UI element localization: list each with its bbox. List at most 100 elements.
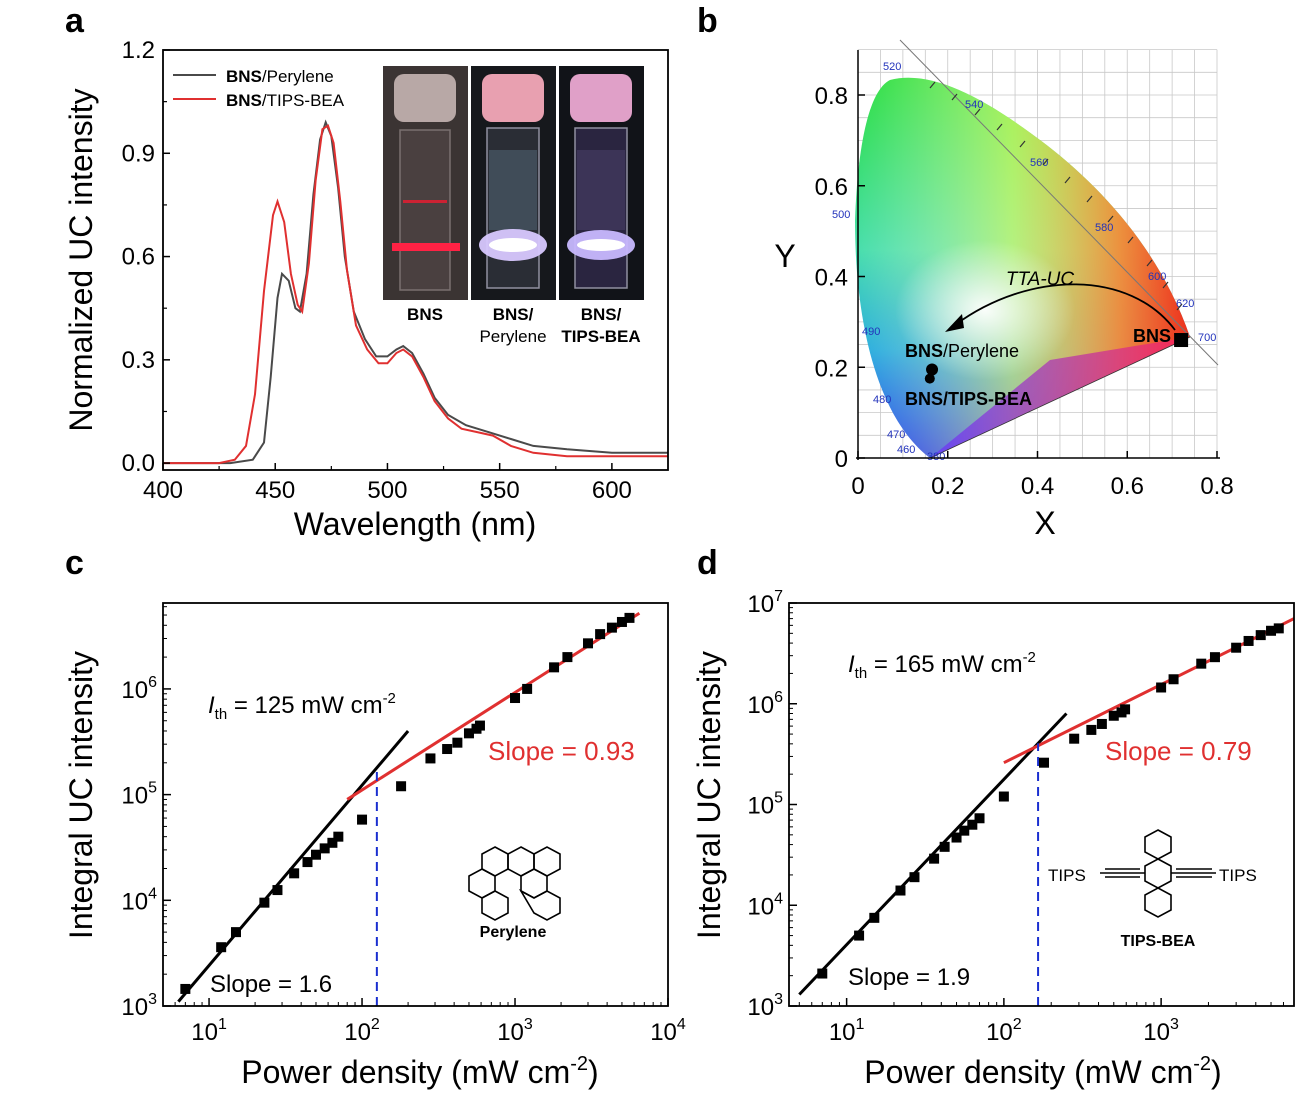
data-point-d-8	[959, 825, 970, 836]
slope-label-d-black: Slope = 1.9	[848, 964, 970, 991]
data-point-c-14	[442, 744, 453, 755]
x-tick-label-b-1: 0.2	[931, 473, 964, 500]
x-tick-label-c-2-base: 10	[497, 1019, 524, 1046]
data-point-d-2	[869, 912, 880, 923]
y-tick-label-c-0-base: 10	[121, 994, 148, 1021]
locus-tick-5	[1042, 158, 1049, 166]
vial-photo-bns	[383, 66, 468, 300]
data-point-c-11	[357, 814, 368, 825]
data-point-c-9	[327, 837, 338, 848]
data-point-d-16	[1108, 710, 1119, 721]
y-tick-label-d-4-exp: 7	[774, 588, 783, 605]
panel-letter-a: a	[65, 2, 85, 40]
cie-diagonal	[899, 39, 1219, 366]
panel-letter-b: b	[697, 2, 718, 40]
ylabel-c: Integral UC intensity	[63, 651, 99, 939]
locus-ticks	[929, 81, 1183, 311]
molecule-label-tipsbea: TIPS-BEA	[1121, 933, 1196, 950]
fit-line-c-0	[177, 730, 410, 1003]
x-tick-label-c-2: 103	[497, 1016, 533, 1046]
wavelength-label-380: 380	[927, 451, 945, 463]
y-tick-label-d-0-base: 10	[747, 994, 774, 1021]
x-tick-label-c-1-exp: 2	[371, 1016, 380, 1033]
data-point-d-4	[909, 872, 920, 883]
y-tick-label-c-2-base: 10	[121, 783, 148, 810]
vial-photo-tips-bea	[559, 66, 644, 300]
data-point-c-21	[549, 662, 560, 673]
substituent-left: TIPS	[1048, 866, 1086, 885]
y-tick-label-c-3: 106	[121, 674, 157, 704]
y-tick-label-c-3-base: 10	[121, 677, 148, 704]
locus-tick-8	[1107, 215, 1114, 223]
y-tick-label-d-2: 105	[747, 790, 783, 820]
y-tick-label-c-3-exp: 6	[148, 674, 157, 691]
y-tick-label-c-1-exp: 4	[148, 885, 157, 902]
y-tick-label-d-4: 107	[747, 588, 783, 618]
panel-letter-c: c	[65, 544, 84, 582]
x-tick-label-a-3: 550	[480, 477, 520, 504]
wavelength-label-700: 700	[1198, 332, 1216, 344]
x-tick-label-d-2-exp: 3	[1170, 1016, 1179, 1033]
x-tick-label-d-1-exp: 2	[1013, 1016, 1022, 1033]
wavelength-label-500: 500	[832, 209, 850, 221]
x-tick-label-a-4: 600	[592, 477, 632, 504]
locus-tick-2	[974, 108, 981, 116]
data-point-c-23	[583, 638, 594, 649]
ylabel-a: Normalized UC intensity	[63, 88, 99, 431]
inset-label-perylene-1: BNS/	[493, 305, 534, 324]
y-tick-label-d-0: 103	[747, 991, 783, 1021]
data-point-d-20	[1168, 674, 1179, 685]
molecule-label-perylene: Perylene	[480, 924, 547, 941]
y-tick-label-d-1: 104	[747, 890, 783, 920]
ylabel-d: Integral UC intensity	[691, 651, 727, 939]
y-tick-label-d-3: 106	[747, 689, 783, 719]
data-point-c-7	[310, 849, 321, 860]
panel-letter-d: d	[697, 544, 718, 582]
x-tick-label-a-0: 400	[143, 477, 183, 504]
wavelength-label-540: 540	[965, 99, 983, 111]
data-point-d-22	[1209, 652, 1220, 663]
locus-tick-6	[1064, 176, 1071, 184]
x-tick-label-c-0-exp: 1	[218, 1016, 227, 1033]
wavelength-label-470: 470	[887, 429, 905, 441]
locus-tick-11	[1162, 281, 1169, 289]
data-point-d-26	[1266, 625, 1277, 636]
data-point-d-19	[1156, 682, 1167, 693]
inset-label-tipsbea-1: BNS/	[581, 305, 622, 324]
legend-a: BNS/Perylene BNS/TIPS-BEA	[173, 67, 345, 110]
x-tick-label-a-2: 500	[367, 477, 407, 504]
x-tick-label-d-1: 102	[986, 1016, 1022, 1046]
x-tick-label-c-1-base: 10	[344, 1019, 371, 1046]
x-tick-label-c-1: 102	[344, 1016, 380, 1046]
locus-tick-0	[929, 81, 936, 89]
x-tick-label-b-2: 0.4	[1021, 473, 1054, 500]
y-tick-label-d-1-exp: 4	[774, 890, 783, 907]
y-tick-label-c-2-exp: 5	[148, 780, 157, 797]
wavelength-label-600: 600	[1148, 271, 1166, 283]
threshold-label-c: Ith = 125 mW cm-2	[208, 690, 396, 723]
tta-uc-arrow	[954, 283, 1176, 331]
data-point-d-21	[1196, 658, 1207, 669]
ylabel-b: Y	[774, 238, 795, 274]
data-point-c-19	[510, 693, 521, 704]
x-tick-label-a-1: 450	[255, 477, 295, 504]
panel-a: BNS BNS/ Perylene BNS/ TIPS-BEA BNS/Pery…	[63, 37, 669, 542]
y-tick-label-d-1-base: 10	[747, 893, 774, 920]
y-tick-label-d-2-base: 10	[747, 793, 774, 820]
vial-photo-perylene	[471, 66, 556, 300]
point-label-bns: BNS	[1133, 326, 1171, 346]
substituent-right: TIPS	[1219, 866, 1257, 885]
y-tick-label-c-0: 103	[121, 991, 157, 1021]
tips-bea-structure	[1100, 829, 1216, 918]
y-tick-label-a-4: 1.2	[122, 37, 155, 64]
y-tick-label-b-3: 0.6	[815, 174, 848, 201]
wavelength-label-620: 620	[1176, 298, 1194, 310]
data-point-c-4	[272, 885, 283, 896]
locus-tick-3	[996, 123, 1003, 131]
locus-tick-10	[1146, 259, 1153, 267]
y-tick-label-d-4-base: 10	[747, 591, 774, 618]
x-tick-label-d-0-exp: 1	[856, 1016, 865, 1033]
data-point-d-5	[929, 853, 940, 864]
